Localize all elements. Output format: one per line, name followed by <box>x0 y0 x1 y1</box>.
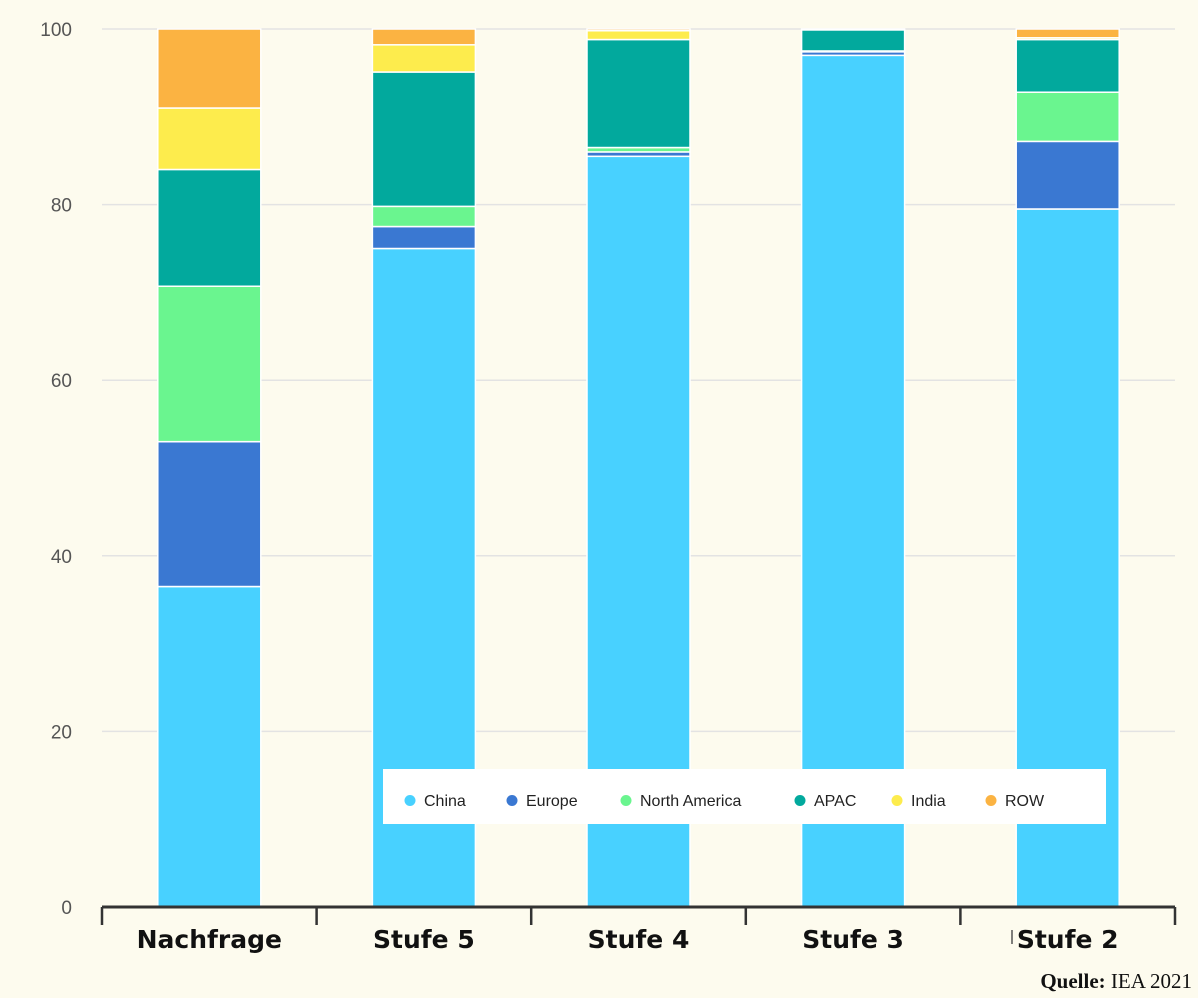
source-note: Quelle: IEA 2021 <box>1040 969 1192 994</box>
bar-stufe-5-india <box>372 45 475 72</box>
legend: China Europe North America APAC India ROW <box>383 769 1106 824</box>
y-tick-label-40: 40 <box>51 547 72 568</box>
bar-stufe-3-row <box>802 29 905 30</box>
x-tick-label-stufe-4: Stufe 4 <box>588 925 690 954</box>
bar-nachfrage-north-america <box>158 286 261 441</box>
x-axis: Nachfrage Stufe 5 Stufe 4 Stufe 3 Stufe 2 <box>102 907 1175 954</box>
y-tick-label-0: 0 <box>61 898 72 919</box>
legend-label-row: ROW <box>1005 793 1045 810</box>
bar-stufe-5-row <box>372 29 475 45</box>
bar-nachfrage-europe <box>158 442 261 587</box>
bar-stufe-4-apac <box>587 40 690 148</box>
bar-nachfrage-china <box>158 587 261 907</box>
legend-box <box>383 769 1106 824</box>
legend-label-europe: Europe <box>526 793 578 810</box>
bar-stufe-2-europe <box>1016 141 1119 209</box>
x-tick-label-stufe-2: Stufe 2 <box>1017 925 1119 954</box>
bar-nachfrage-apac <box>158 169 261 286</box>
legend-label-india: India <box>911 793 946 810</box>
bar-stufe-4-row <box>587 29 690 31</box>
y-tick-label-80: 80 <box>51 196 72 217</box>
bar-stufe-4-india <box>587 31 690 40</box>
bar-nachfrage-india <box>158 108 261 169</box>
legend-label-apac: APAC <box>814 793 856 810</box>
bar-stufe-2-row <box>1016 29 1119 38</box>
legend-swatch-apac <box>795 795 806 806</box>
legend-swatch-europe <box>507 795 518 806</box>
y-tick-label-20: 20 <box>51 722 72 743</box>
legend-label-north-america: North America <box>640 793 741 810</box>
bar-stufe-2-apac <box>1016 40 1119 93</box>
x-tick-label-stufe-3: Stufe 3 <box>802 925 904 954</box>
legend-swatch-india <box>892 795 903 806</box>
bar-stufe-5-apac <box>372 72 475 206</box>
source-text: IEA 2021 <box>1111 969 1192 993</box>
bar-stufe-3-apac <box>802 30 905 51</box>
bar-stufe-2-north-america <box>1016 92 1119 141</box>
y-tick-label-100: 100 <box>40 20 72 41</box>
bar-nachfrage-row <box>158 29 261 108</box>
bar-stufe-5-europe <box>372 227 475 249</box>
source-label: Quelle: <box>1040 969 1105 993</box>
x-tick-label-stufe-5: Stufe 5 <box>373 925 475 954</box>
y-tick-label-60: 60 <box>51 371 72 392</box>
legend-swatch-row <box>986 795 997 806</box>
legend-swatch-china <box>405 795 416 806</box>
bar-stufe-5-north-america <box>372 206 475 226</box>
legend-swatch-north-america <box>621 795 632 806</box>
x-tick-label-nachfrage: Nachfrage <box>137 925 282 954</box>
legend-label-china: China <box>424 793 466 810</box>
